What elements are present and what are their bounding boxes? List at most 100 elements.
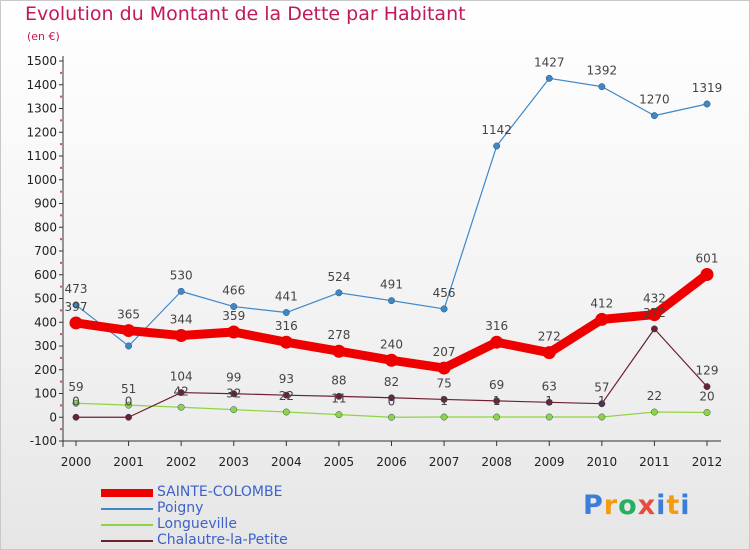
data-label-sainte-colombe: 601 xyxy=(696,252,719,266)
data-label-sainte-colombe: 278 xyxy=(327,328,350,342)
legend-swatch xyxy=(101,508,153,510)
data-point-longueville xyxy=(493,413,501,421)
data-label-sainte-colombe: 316 xyxy=(485,319,508,333)
data-label-longueville: 22 xyxy=(647,389,662,403)
data-label-chalautre-la-petite: 99 xyxy=(226,371,241,385)
legend-label: Chalautre-la-Petite xyxy=(157,532,288,548)
data-label-longueville: 20 xyxy=(699,390,714,404)
x-tick-label: 2010 xyxy=(587,455,618,469)
data-point-longueville xyxy=(125,401,133,409)
y-tick-label: 300 xyxy=(34,339,57,353)
data-label-sainte-colombe: 344 xyxy=(170,313,193,327)
data-point-chalautre-la-petite xyxy=(703,383,711,391)
data-point-sainte-colombe xyxy=(490,335,504,349)
series-longueville xyxy=(72,399,711,421)
data-point-poigny xyxy=(335,289,343,297)
proxiti-logo: Proxiti xyxy=(583,490,691,521)
data-label-chalautre-la-petite: 104 xyxy=(170,370,193,384)
x-tick-label: 2000 xyxy=(61,455,92,469)
data-point-longueville xyxy=(177,403,185,411)
y-minor-dot xyxy=(60,238,62,241)
data-label-chalautre-la-petite: 69 xyxy=(489,378,504,392)
y-minor-dot xyxy=(60,428,62,431)
data-label-chalautre-la-petite: 129 xyxy=(696,364,719,378)
data-point-poigny xyxy=(650,112,658,120)
y-tick-label: 200 xyxy=(34,363,57,377)
data-point-longueville xyxy=(598,413,606,421)
data-label-longueville: 51 xyxy=(121,382,136,396)
data-label-chalautre-la-petite: 0 xyxy=(72,394,80,408)
y-tick-label: 900 xyxy=(34,197,57,211)
data-point-sainte-colombe xyxy=(647,308,661,322)
data-label-longueville: 0 xyxy=(388,394,396,408)
y-tick-label: 600 xyxy=(34,268,57,282)
legend-label: Poigny xyxy=(157,500,204,516)
data-label-chalautre-la-petite: 75 xyxy=(436,376,451,390)
series-chalautre-la-petite xyxy=(72,325,711,421)
legend-swatch xyxy=(101,524,153,526)
data-point-sainte-colombe xyxy=(332,344,346,358)
data-point-chalautre-la-petite xyxy=(388,394,395,402)
chart-title: Evolution du Montant de la Dette par Hab… xyxy=(25,3,466,25)
data-label-longueville: 1 xyxy=(493,394,501,408)
y-tick-label: -100 xyxy=(30,434,57,448)
data-label-longueville: 1 xyxy=(598,394,606,408)
data-point-longueville xyxy=(703,409,711,416)
x-tick-label: 2006 xyxy=(376,455,407,469)
y-tick-label: 1100 xyxy=(26,149,57,163)
y-minor-dot xyxy=(60,119,62,122)
data-point-sainte-colombe xyxy=(595,312,609,326)
data-label-longueville: 59 xyxy=(68,380,83,394)
y-minor-dot xyxy=(60,309,62,312)
y-minor-dot xyxy=(60,95,62,98)
y-minor-dot xyxy=(60,214,62,217)
data-point-longueville xyxy=(388,413,395,421)
y-tick-label: 1000 xyxy=(26,173,57,187)
data-point-chalautre-la-petite xyxy=(545,398,553,406)
data-label-sainte-colombe: 240 xyxy=(380,337,403,351)
data-label-poigny: 1270 xyxy=(639,93,670,107)
data-point-sainte-colombe xyxy=(122,324,136,338)
data-label-sainte-colombe: 397 xyxy=(65,300,88,314)
data-label-sainte-colombe: 207 xyxy=(433,345,456,359)
x-tick-label: 2009 xyxy=(534,455,565,469)
data-label-sainte-colombe: 432 xyxy=(643,292,666,306)
data-point-longueville xyxy=(545,413,553,421)
data-label-poigny: 1142 xyxy=(481,123,512,137)
x-tick-label: 2003 xyxy=(218,455,249,469)
x-tick-label: 2002 xyxy=(166,455,197,469)
data-point-chalautre-la-petite xyxy=(230,390,238,398)
data-point-poigny xyxy=(545,74,553,82)
data-point-sainte-colombe xyxy=(279,335,293,349)
y-tick-label: 0 xyxy=(49,410,57,424)
y-minor-dot xyxy=(60,143,62,146)
data-label-chalautre-la-petite: 93 xyxy=(279,372,294,386)
data-label-longueville: 32 xyxy=(226,387,241,401)
data-point-sainte-colombe xyxy=(227,325,241,339)
data-label-poigny: 1427 xyxy=(534,55,565,69)
y-tick-label: 1400 xyxy=(26,78,57,92)
data-point-chalautre-la-petite xyxy=(125,413,133,421)
data-point-sainte-colombe xyxy=(69,316,83,330)
x-tick-label: 2008 xyxy=(481,455,512,469)
data-label-sainte-colombe: 272 xyxy=(538,330,561,344)
data-point-poigny xyxy=(703,100,711,108)
x-tick-label: 2004 xyxy=(271,455,302,469)
data-label-chalautre-la-petite: 63 xyxy=(542,379,557,393)
data-point-sainte-colombe xyxy=(700,268,714,282)
data-label-poigny: 473 xyxy=(65,282,88,296)
data-label-poigny: 456 xyxy=(433,286,456,300)
x-tick-label: 2001 xyxy=(113,455,144,469)
data-point-poigny xyxy=(72,301,80,309)
data-label-poigny: 524 xyxy=(327,270,350,284)
legend-swatch xyxy=(101,540,153,542)
data-point-chalautre-la-petite xyxy=(493,397,501,405)
legend-label: SAINTE-COLOMBE xyxy=(157,484,283,500)
y-minor-dot xyxy=(60,380,62,383)
data-point-poigny xyxy=(282,309,290,316)
data-label-sainte-colombe: 359 xyxy=(222,309,245,323)
y-tick-label: 500 xyxy=(34,292,57,306)
series-poigny xyxy=(72,74,711,350)
data-point-poigny xyxy=(388,297,395,305)
